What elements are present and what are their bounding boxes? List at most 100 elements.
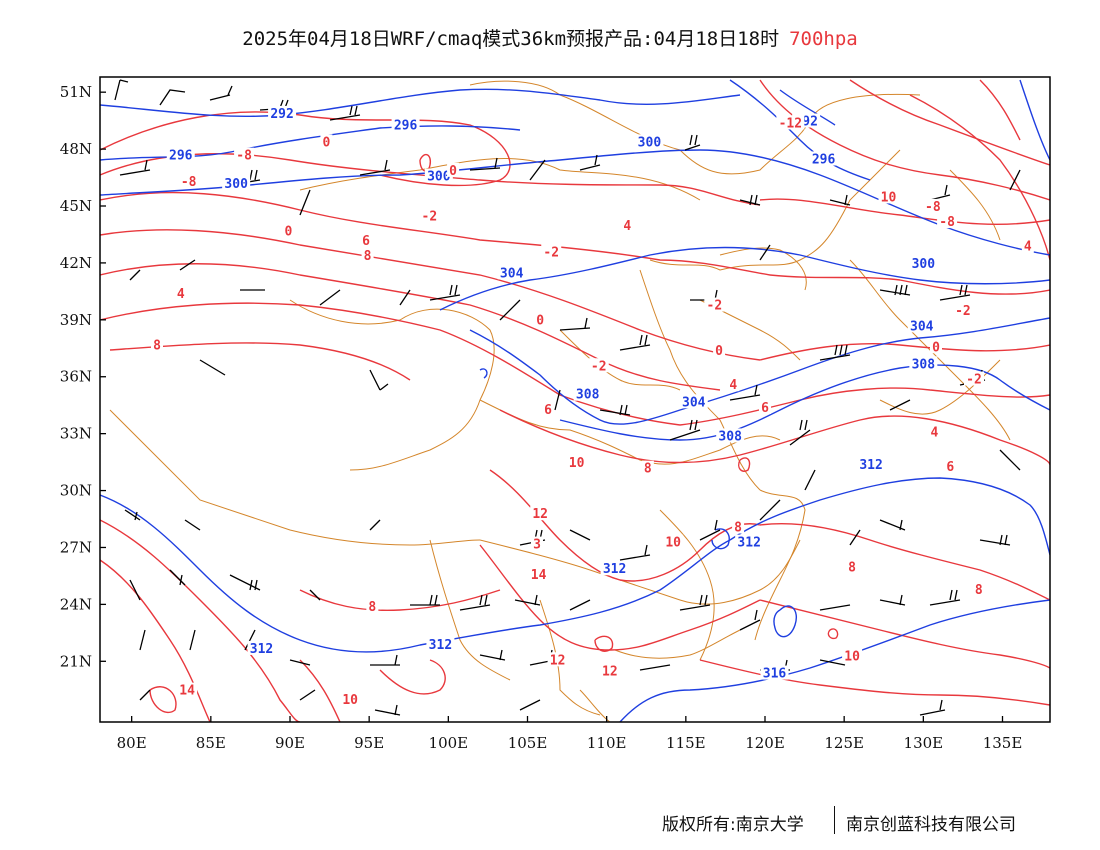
temperature-label-bg <box>547 652 568 667</box>
temperature-label-bg <box>447 162 460 177</box>
temperature-label-bg <box>360 233 372 248</box>
temperature-label: -2 <box>966 373 982 388</box>
geopotential-labels: 2922962963003003002922963003043043083083… <box>166 105 938 682</box>
temperature-label-bg <box>972 582 985 597</box>
geopotential-label: 300 <box>638 135 662 150</box>
temperature-label-bg <box>930 339 942 354</box>
lon-tick-label: 130E <box>904 734 944 752</box>
temperature-label-bg <box>542 401 555 416</box>
geopotential-label: 304 <box>500 266 524 281</box>
geopotential-label-bg <box>573 386 602 401</box>
geopotential-label: 312 <box>429 638 452 653</box>
temperature-label: 6 <box>946 460 954 475</box>
geopotential-label: 312 <box>250 642 273 657</box>
temperature-label: 6 <box>544 403 552 418</box>
geopotential-label: 316 <box>763 667 787 682</box>
lon-tick-label: 80E <box>117 734 147 752</box>
temperature-label: 0 <box>715 344 723 359</box>
temperature-label-bg <box>234 147 255 162</box>
temperature-label-bg <box>964 371 984 386</box>
lon-tick-label: 95E <box>354 734 384 752</box>
temperature-label-bg <box>531 536 543 551</box>
temperature-label-bg <box>776 115 805 130</box>
temperature-label: 8 <box>368 600 376 615</box>
geopotential-label-bg <box>635 134 664 149</box>
temperature-label: 12 <box>602 665 618 680</box>
temperature-label-bg <box>340 692 361 707</box>
temperature-label: -8 <box>181 175 197 190</box>
temperature-label: 4 <box>177 287 185 302</box>
latitude-axis: 51N 48N 45N 42N 39N 36N 33N 30N 27N 24N 21N <box>60 83 106 670</box>
copyright-text: 版权所有:南京大学 <box>662 815 804 835</box>
temperature-label: -2 <box>707 299 723 314</box>
geopotential-label-bg <box>679 394 708 409</box>
geopotential-label-bg <box>497 265 526 280</box>
temperature-label-bg <box>878 189 899 204</box>
temperature-label: 4 <box>931 426 939 441</box>
temperature-label: -2 <box>543 245 559 260</box>
company-text: 南京创蓝科技有限公司 <box>846 815 1016 835</box>
geopotential-label: 296 <box>812 152 836 167</box>
lon-tick-label: 85E <box>196 734 226 752</box>
temperature-label-bg <box>588 358 609 373</box>
footer-divider <box>834 806 835 834</box>
map-title: 2025年04月18日WRF/cmaq模式36km预报产品:04月18日18时 7… <box>0 24 1100 51</box>
title-main: 2025年04月18日WRF/cmaq模式36km预报产品:04月18日18时 <box>242 28 780 50</box>
geopotential-label-bg <box>909 356 938 371</box>
geopotential-label: 296 <box>169 149 193 164</box>
lat-tick-label: 42N <box>60 254 92 272</box>
temperature-isotherms <box>100 79 1050 722</box>
geopotential-label: 300 <box>912 257 936 272</box>
lat-tick-label: 39N <box>60 311 92 329</box>
geopotential-label: 312 <box>603 562 626 577</box>
geopotential-label-bg <box>600 561 629 576</box>
geopotential-label: 304 <box>910 319 934 334</box>
temperature-label: -12 <box>779 116 802 131</box>
lon-tick-label: 120E <box>745 734 785 752</box>
temperature-label: 6 <box>362 234 370 249</box>
temperature-label: -2 <box>591 359 607 374</box>
lat-tick-label: 24N <box>60 595 92 613</box>
geopotential-label-bg <box>426 637 455 652</box>
geopotential-label: 312 <box>859 458 882 473</box>
geopotential-label-bg <box>735 534 764 549</box>
temperature-label: -2 <box>422 209 438 224</box>
geopotential-label-bg <box>909 255 938 270</box>
lon-tick-label: 125E <box>824 734 864 752</box>
temperature-label-bg <box>1021 238 1034 253</box>
temperature-label-bg <box>528 566 549 581</box>
temperature-label: 10 <box>881 190 897 205</box>
temperature-label: 10 <box>569 456 585 471</box>
lon-tick-label: 110E <box>587 734 627 752</box>
temperature-label-bg <box>151 337 163 352</box>
temperature-label: 8 <box>153 338 161 353</box>
temperature-label-bg <box>419 208 440 223</box>
geopotential-label-bg <box>166 147 195 162</box>
pressure-level: 700hpa <box>789 28 858 50</box>
temperature-label-bg <box>713 343 726 358</box>
temperature-label-bg <box>282 223 295 238</box>
temperature-label-bg <box>663 534 684 549</box>
geopotential-label: 312 <box>737 536 760 551</box>
temperature-label: 8 <box>975 583 983 598</box>
temperature-label-bg <box>174 286 187 301</box>
temperature-label-bg <box>727 377 740 392</box>
temperature-label: 4 <box>623 219 631 234</box>
temperature-label: 8 <box>734 521 742 536</box>
temperature-label: 0 <box>536 314 544 329</box>
geopotential-label-bg <box>760 665 789 680</box>
geopotential-label-bg <box>424 168 453 183</box>
temperature-label: -2 <box>955 304 971 319</box>
lon-tick-label: 90E <box>275 734 305 752</box>
geopotential-label-bg <box>247 640 276 655</box>
temperature-label: 10 <box>844 650 860 665</box>
geopotential-label: 308 <box>718 429 742 444</box>
temperature-label-bg <box>704 297 725 312</box>
geopotential-label: 300 <box>224 177 248 192</box>
temperature-label-bg <box>944 458 957 473</box>
temperature-label-bg <box>846 559 859 574</box>
temperature-label: 8 <box>364 249 372 264</box>
temperature-label: 0 <box>449 164 457 179</box>
